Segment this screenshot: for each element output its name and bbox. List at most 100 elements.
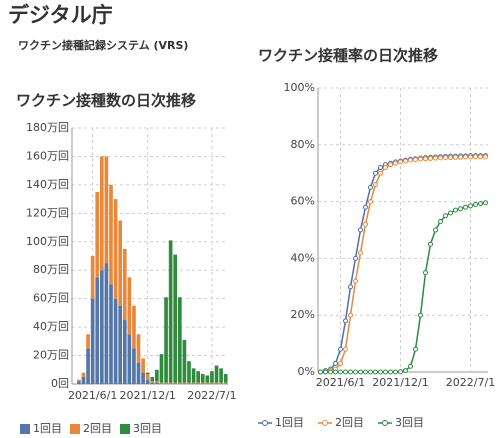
point: [338, 369, 343, 375]
bar-segment: [187, 382, 191, 384]
bar-segment: [113, 298, 118, 384]
point: [363, 221, 368, 227]
bar-segment: [187, 361, 191, 383]
bar-segment: [191, 368, 196, 383]
point: [418, 312, 423, 318]
bar-segment: [168, 383, 173, 384]
bar-segment: [127, 277, 132, 335]
legend-swatch: [70, 424, 80, 434]
bar-segment: [173, 383, 178, 384]
x-tick-label: 2021/12/1: [372, 376, 428, 389]
y-tick-label: 80万回: [33, 263, 69, 276]
bar-segment: [118, 305, 123, 384]
bar-segment: [177, 382, 182, 384]
point: [448, 210, 453, 216]
bar-segment: [223, 383, 228, 384]
bar-segment: [177, 383, 182, 384]
y-tick-label: 120万回: [26, 206, 69, 219]
bar-segment: [182, 382, 187, 384]
point: [438, 218, 443, 224]
bar-segment: [132, 305, 136, 349]
bar-segment: [177, 297, 182, 383]
point: [478, 154, 483, 160]
y-tick-label: 40%: [291, 251, 315, 264]
point: [323, 369, 328, 375]
point: [328, 369, 333, 375]
y-tick-label: 180万回: [26, 121, 69, 134]
point: [333, 360, 338, 366]
point: [463, 154, 468, 160]
chart-title: ワクチン接種数の日次推移: [16, 92, 196, 110]
point: [413, 157, 418, 163]
y-tick-label: 20万回: [33, 349, 69, 362]
point: [378, 165, 383, 171]
bar-segment: [104, 263, 109, 384]
bar-segment: [118, 220, 123, 306]
point: [373, 182, 378, 188]
bar-segment: [113, 199, 118, 299]
point: [413, 346, 418, 352]
legend-label: 2回目: [335, 416, 364, 429]
bar-segment: [196, 371, 201, 383]
point: [423, 156, 428, 162]
y-tick-label: 0回: [51, 377, 69, 390]
bar-segment: [196, 382, 201, 384]
y-tick-label: 40万回: [33, 320, 69, 333]
y-tick-label: 100万回: [26, 235, 69, 248]
bar-segment: [136, 334, 141, 363]
bar-segment: [159, 383, 164, 384]
bar-segment: [159, 382, 164, 384]
x-tick-label: 2021/12/1: [120, 389, 176, 402]
bar-segment: [86, 348, 90, 384]
bar-segment: [155, 382, 159, 384]
bar-segment: [81, 372, 86, 377]
point: [353, 255, 358, 261]
x-tick-label: 2022/7/1: [446, 376, 495, 389]
page-title: デジタル庁: [8, 3, 113, 27]
bar-segment: [219, 368, 223, 383]
point: [398, 159, 403, 165]
y-tick-label: 0%: [298, 365, 315, 378]
point: [473, 201, 478, 207]
bar-segment: [200, 383, 205, 384]
bar-segment: [109, 184, 113, 285]
legend-marker: [322, 420, 328, 426]
point: [433, 227, 438, 233]
chart-title: ワクチン接種率の日次推移: [258, 47, 438, 65]
point: [473, 154, 478, 160]
bar-segment: [122, 320, 127, 384]
legend-label: 2回目: [83, 422, 112, 435]
bar-segment: [81, 376, 86, 384]
bar-segment: [132, 348, 136, 384]
bar-segment: [104, 156, 109, 264]
bar-segment: [90, 298, 95, 384]
point: [358, 250, 363, 256]
point: [383, 165, 388, 171]
legend-marker: [262, 420, 268, 426]
bar-segment: [191, 382, 196, 384]
point: [333, 369, 338, 375]
bar-segment: [205, 375, 210, 383]
bar-segment: [164, 297, 168, 383]
bar-segment: [141, 372, 145, 384]
point: [483, 154, 488, 160]
bar-segment: [173, 382, 178, 384]
legend-swatch: [20, 424, 30, 434]
point: [378, 369, 383, 375]
bar-segment: [99, 156, 104, 271]
point: [483, 200, 488, 206]
bar-segment: [122, 248, 127, 320]
point: [363, 369, 368, 375]
bar-segment: [219, 383, 223, 384]
y-tick-label: 20%: [291, 308, 315, 321]
bar-segment: [214, 382, 219, 384]
bar-segment: [77, 379, 81, 382]
x-tick-label: 2021/6/1: [316, 376, 365, 389]
point: [338, 346, 343, 352]
point: [393, 369, 398, 375]
bar-segment: [109, 284, 113, 384]
y-tick-label: 140万回: [26, 178, 69, 191]
y-tick-label: 60%: [291, 195, 315, 208]
bar-segment: [145, 372, 150, 375]
